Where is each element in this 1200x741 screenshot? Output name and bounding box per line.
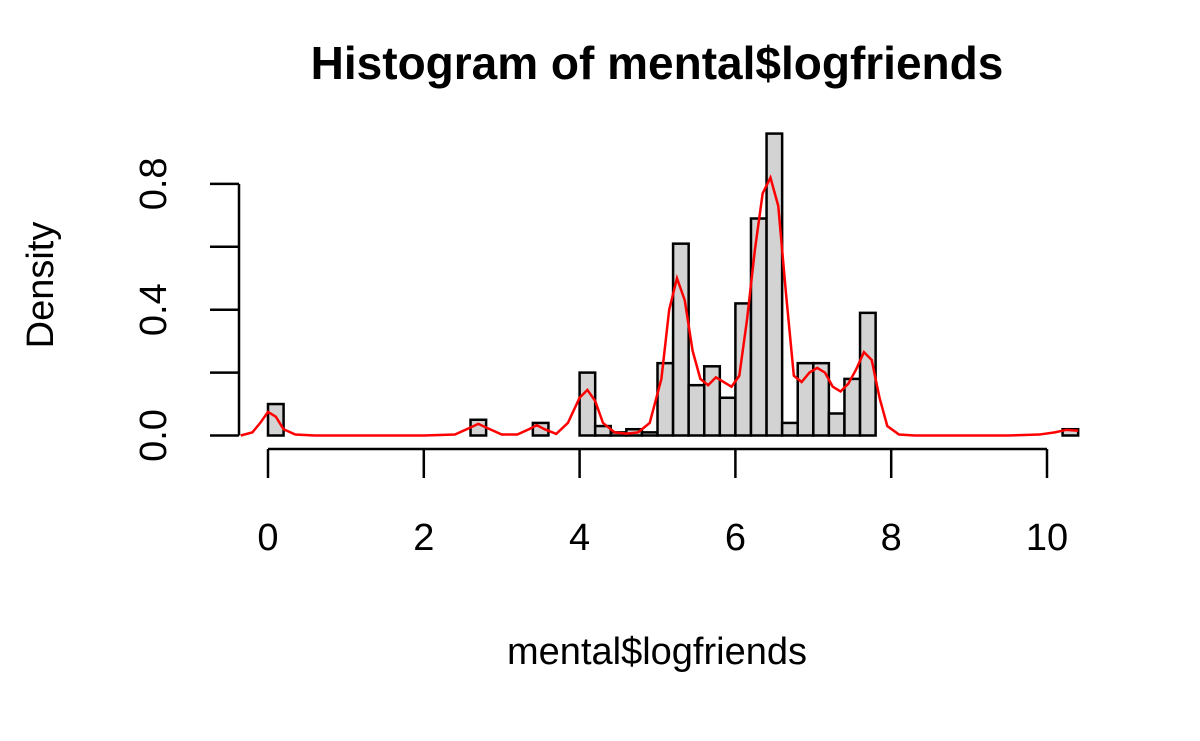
histogram-bar xyxy=(578,371,597,437)
histogram-bar xyxy=(796,361,815,437)
histogram-bar xyxy=(780,421,799,437)
y-tick-label: 0.8 xyxy=(133,157,175,210)
histogram-bar xyxy=(718,396,737,437)
histogram-bar xyxy=(843,377,862,437)
x-axis-label: mental$logfriends xyxy=(507,631,807,673)
histogram-bars xyxy=(266,132,1080,437)
histogram-bar xyxy=(858,311,877,437)
histogram-bar xyxy=(749,217,768,437)
histogram-bar xyxy=(266,402,285,437)
y-tick-label: 0.0 xyxy=(133,409,175,462)
histogram-bar xyxy=(656,361,675,437)
x-tick-label: 10 xyxy=(1026,517,1068,559)
y-axis: 0.0 0.4 0.8 xyxy=(133,157,241,462)
histogram-bar xyxy=(702,365,722,437)
x-tick-label: 8 xyxy=(881,517,902,559)
histogram-bar xyxy=(671,242,690,437)
x-tick-label: 6 xyxy=(725,517,746,559)
x-tick-label: 4 xyxy=(569,517,590,559)
histogram-bar xyxy=(687,383,706,437)
chart-title: Histogram of mental$logfriends xyxy=(311,37,1004,89)
y-tick-label: 0.4 xyxy=(133,283,175,336)
x-tick-label: 0 xyxy=(257,517,278,559)
histogram-bar xyxy=(827,412,846,437)
y-axis-label: Density xyxy=(20,222,62,349)
histogram-bar xyxy=(640,431,659,437)
histogram-bar xyxy=(734,302,753,437)
density-curve xyxy=(240,174,1079,437)
histogram-bar xyxy=(812,361,831,437)
x-tick-label: 2 xyxy=(413,517,434,559)
x-axis: 0 2 4 6 8 10 xyxy=(257,447,1068,559)
